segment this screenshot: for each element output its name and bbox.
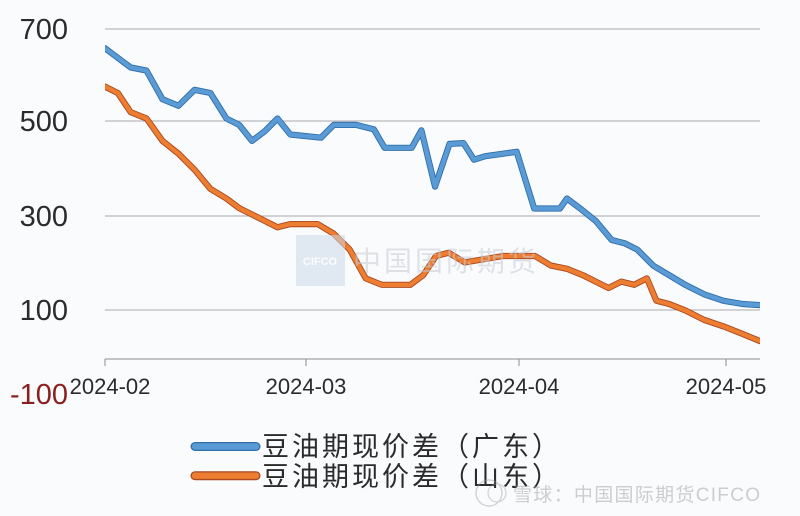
svg-text:2024-03: 2024-03 — [266, 374, 347, 399]
svg-text:2024-05: 2024-05 — [686, 374, 767, 399]
svg-text:CIFCO: CIFCO — [303, 256, 338, 268]
svg-text:300: 300 — [20, 201, 68, 233]
svg-text:2024-02: 2024-02 — [70, 374, 151, 399]
svg-text:700: 700 — [20, 14, 68, 46]
svg-text:100: 100 — [20, 295, 68, 327]
svg-text:豆油期现价差（广东）: 豆油期现价差（广东） — [262, 432, 562, 462]
svg-text:-100: -100 — [10, 379, 68, 411]
svg-text:中国国际期货: 中国国际期货 — [353, 246, 539, 277]
svg-text:雪球：中国国际期货CIFCO: 雪球：中国国际期货CIFCO — [513, 484, 761, 506]
svg-text:500: 500 — [20, 106, 68, 138]
svg-text:2024-04: 2024-04 — [479, 374, 560, 399]
